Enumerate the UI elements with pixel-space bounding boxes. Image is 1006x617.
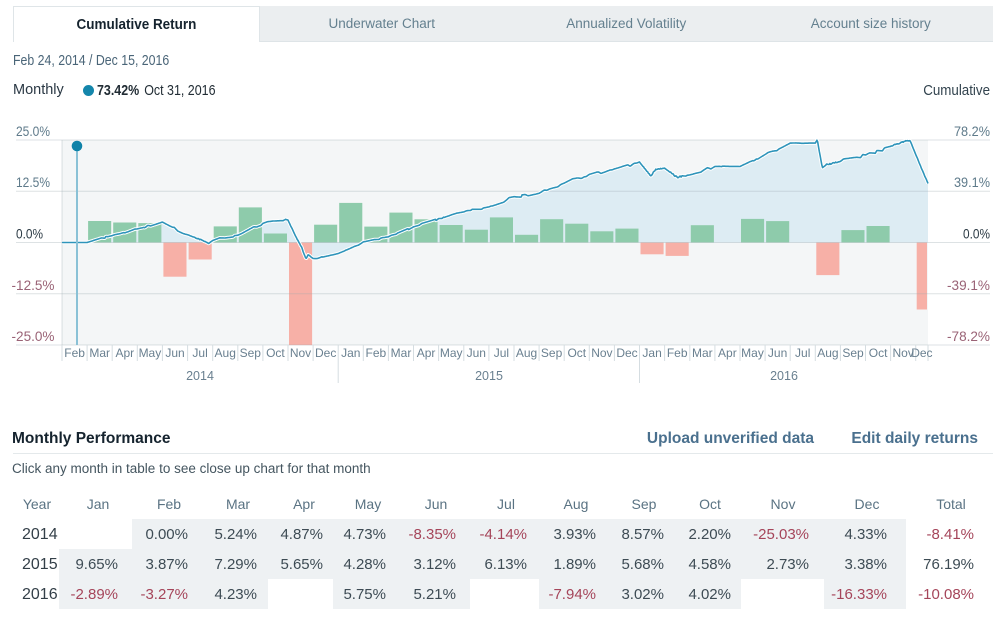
svg-text:Aug: Aug: [215, 346, 236, 360]
svg-text:Dec: Dec: [616, 346, 637, 360]
svg-text:Oct: Oct: [869, 346, 888, 360]
svg-text:78.2%: 78.2%: [954, 123, 990, 139]
svg-text:Jul: Jul: [192, 346, 207, 360]
svg-text:Jun: Jun: [165, 346, 184, 360]
svg-text:Sep: Sep: [240, 346, 262, 360]
svg-text:Jul: Jul: [795, 346, 810, 360]
svg-text:0.0%: 0.0%: [16, 226, 43, 242]
svg-text:May: May: [440, 346, 463, 360]
svg-text:-39.1%: -39.1%: [947, 277, 990, 293]
svg-text:Dec: Dec: [911, 346, 932, 360]
svg-text:Feb: Feb: [64, 346, 85, 360]
svg-text:Aug: Aug: [817, 346, 838, 360]
svg-text:Nov: Nov: [591, 346, 612, 360]
svg-text:Nov: Nov: [290, 346, 311, 360]
svg-text:Feb: Feb: [366, 346, 387, 360]
svg-text:Mar: Mar: [692, 346, 713, 360]
svg-text:39.1%: 39.1%: [954, 174, 990, 190]
svg-text:Jun: Jun: [467, 346, 486, 360]
svg-text:Sep: Sep: [541, 346, 563, 360]
svg-text:0.0%: 0.0%: [963, 226, 990, 242]
svg-text:May: May: [741, 346, 764, 360]
svg-text:Feb: Feb: [667, 346, 688, 360]
svg-text:Sep: Sep: [842, 346, 864, 360]
svg-text:Nov: Nov: [893, 346, 914, 360]
svg-text:2014: 2014: [186, 369, 214, 383]
svg-text:Aug: Aug: [516, 346, 537, 360]
svg-text:Jul: Jul: [494, 346, 509, 360]
svg-text:Apr: Apr: [718, 346, 737, 360]
svg-text:Oct: Oct: [266, 346, 285, 360]
svg-text:Apr: Apr: [417, 346, 436, 360]
svg-text:May: May: [139, 346, 162, 360]
svg-text:Mar: Mar: [89, 346, 110, 360]
svg-text:Dec: Dec: [315, 346, 336, 360]
svg-text:2016: 2016: [770, 369, 798, 383]
svg-text:Apr: Apr: [115, 346, 134, 360]
svg-text:2015: 2015: [475, 369, 503, 383]
svg-text:Jan: Jan: [642, 346, 661, 360]
svg-text:Jun: Jun: [768, 346, 787, 360]
svg-text:-78.2%: -78.2%: [947, 328, 990, 344]
svg-text:25.0%: 25.0%: [16, 123, 50, 139]
svg-text:-25.0%: -25.0%: [12, 328, 55, 344]
svg-text:-12.5%: -12.5%: [12, 277, 55, 293]
svg-text:12.5%: 12.5%: [16, 174, 50, 190]
svg-text:Mar: Mar: [391, 346, 412, 360]
svg-text:Jan: Jan: [341, 346, 360, 360]
svg-text:Oct: Oct: [567, 346, 586, 360]
